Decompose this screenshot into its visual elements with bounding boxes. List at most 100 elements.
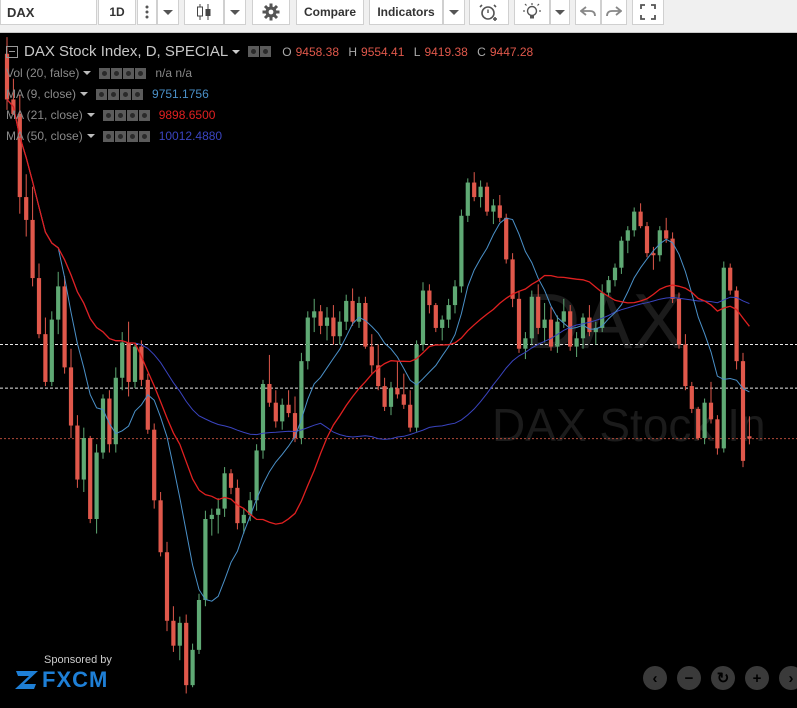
candle-body [600,292,605,328]
fullscreen-button[interactable] [632,0,664,25]
candle-body [56,286,61,320]
candle-body [536,296,541,328]
candle-body [676,298,682,345]
chevron-down-icon[interactable] [80,92,89,96]
candle-body [132,346,138,382]
chart-type-button[interactable] [184,0,224,25]
undo-button[interactable] [575,0,601,25]
eye-icon[interactable] [248,46,260,57]
ma21-line [6,99,750,525]
candle-body [363,303,368,347]
close-icon[interactable] [138,130,150,142]
candle-body [651,253,656,256]
candle-body [510,259,515,299]
eye-icon[interactable] [99,67,111,79]
symbol-input[interactable]: DAX [0,0,97,25]
candle-body [734,290,739,362]
reset-button[interactable]: ↻ [711,666,735,690]
horizontal-levels [0,344,797,440]
close-icon[interactable] [132,88,144,100]
candle-body [17,114,22,198]
interval-dropdown[interactable] [157,0,179,25]
candle-body [280,404,285,422]
indicator-row-vol: Vol (20, false) n/a n/a [6,66,192,80]
high-value: 9554.41 [361,44,405,59]
compare-button[interactable]: Compare [296,0,364,25]
candle-body [388,388,394,407]
collapse-icon[interactable] [6,45,18,58]
chevron-down-icon[interactable] [232,49,241,54]
candle-body [312,311,317,318]
candle-body [49,319,54,382]
redo-icon [606,6,622,17]
candle-body [318,311,323,326]
candle-body [350,300,355,322]
candle-body [305,317,310,362]
close-icon[interactable] [135,67,147,79]
candle-body [344,300,349,322]
gear-icon[interactable] [260,46,272,57]
candle-body [196,600,202,650]
sponsor-text: Sponsored by [44,654,112,666]
chart-type-dropdown[interactable] [224,0,246,25]
eye-icon[interactable] [102,130,114,142]
candle-body [24,197,29,220]
refresh-icon: ↻ [716,670,730,687]
zoom-in-button[interactable]: + [745,666,769,690]
interval-menu-button[interactable] [137,0,157,25]
candle-body [638,211,643,227]
scroll-right-button[interactable]: › [779,666,797,690]
indicators-text: Indicators [377,5,435,19]
candle-body [113,377,118,445]
scroll-left-button[interactable]: ‹ [643,666,667,690]
gear-icon[interactable] [114,130,126,142]
indicator-label: MA (50, close) [6,129,83,143]
undo-icon [580,6,596,17]
indicator-value: n/a n/a [155,66,193,80]
candle-body [670,238,675,299]
candle-body [747,436,752,439]
sponsor-logo[interactable]: Sponsored by FXCM [14,654,112,693]
gear-icon[interactable] [108,88,120,100]
close-icon[interactable] [138,109,150,121]
gear-icon[interactable] [114,109,126,121]
candle-body [484,186,490,212]
add-icon[interactable] [120,88,132,100]
interval-button[interactable]: 1D [98,0,136,25]
alert-button[interactable] [469,0,509,25]
price-chart[interactable] [0,33,797,708]
candle-body [664,230,669,239]
candle-body [587,317,592,333]
gear-icon[interactable] [111,67,123,79]
candle-body [260,384,266,451]
zoom-out-button[interactable]: − [677,666,701,690]
candle-body [523,338,528,349]
candle-body [657,230,662,256]
chevron-down-icon[interactable] [83,71,92,75]
indicator-value: 9751.1756 [152,87,209,101]
add-icon[interactable] [126,130,138,142]
indicator-label: MA (9, close) [6,87,77,101]
add-icon[interactable] [126,109,138,121]
indicator-row-ma21: MA (21, close) 9898.6500 [6,108,215,122]
candle-body [395,388,400,395]
candle-body [414,344,419,428]
indicators-button[interactable]: Indicators [369,0,443,25]
redo-button[interactable] [601,0,627,25]
theme-button[interactable] [514,0,550,25]
candle-body [369,346,374,366]
close-label: C [477,44,486,59]
settings-button[interactable] [252,0,290,25]
eye-icon[interactable] [102,109,114,121]
indicator-row-ma9: MA (9, close) 9751.1756 [6,87,209,101]
low-label: L [413,44,421,59]
eye-icon[interactable] [96,88,108,100]
add-icon[interactable] [123,67,135,79]
chevron-down-icon[interactable] [86,113,95,117]
indicators-dropdown[interactable] [443,0,465,25]
low-value: 9419.38 [424,44,468,59]
alarm-add-icon [479,4,497,21]
candle-body [683,344,688,387]
theme-dropdown[interactable] [550,0,570,25]
chevron-down-icon[interactable] [86,134,95,138]
